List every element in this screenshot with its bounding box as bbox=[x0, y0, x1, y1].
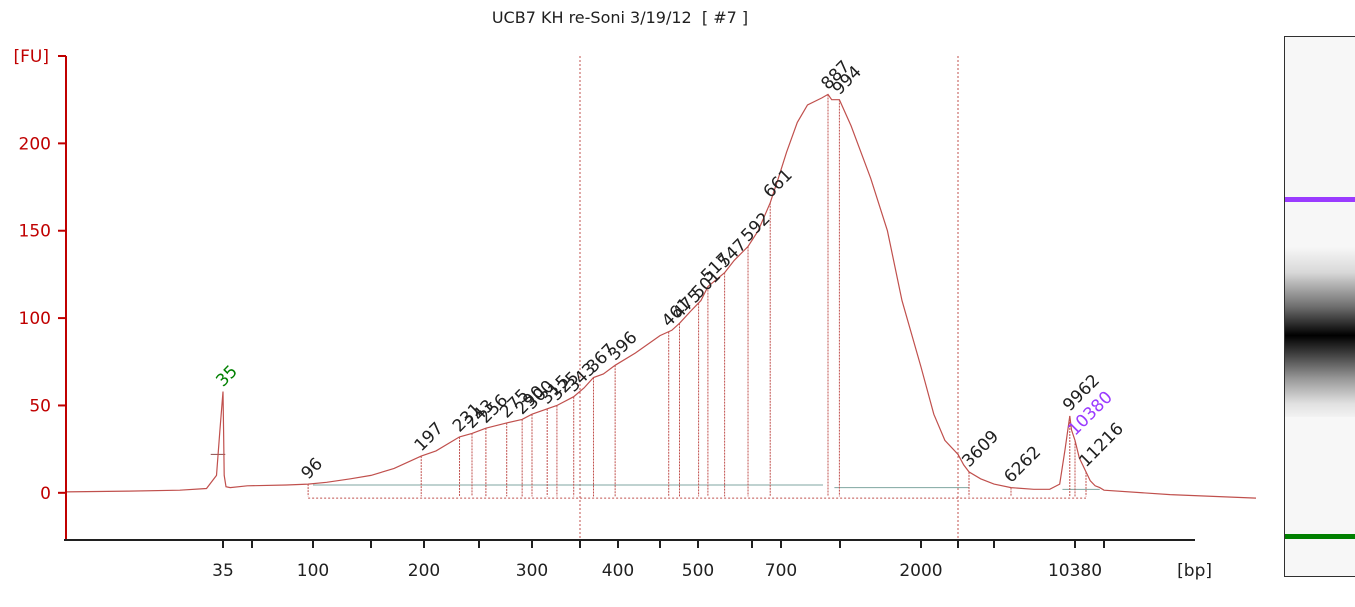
gel-upper-marker bbox=[1285, 197, 1355, 202]
region-markers bbox=[579, 56, 959, 540]
peak-label: 197 bbox=[411, 419, 448, 456]
gel-image-lane bbox=[1284, 36, 1355, 577]
y-tick-label: 50 bbox=[29, 396, 51, 416]
y-tick-label: 150 bbox=[19, 222, 51, 242]
y-tick-label: 100 bbox=[19, 309, 51, 329]
electropherogram-chart: [FU] 0 50 100 150 200 35 100 200 300 400 500 700 2000… bbox=[14, 47, 1257, 581]
y-tick-label: 200 bbox=[19, 134, 51, 154]
x-tick-label: 10380 bbox=[1048, 561, 1102, 581]
peak-label: 3609 bbox=[958, 427, 1003, 472]
x-tick-label: 100 bbox=[297, 561, 329, 581]
x-tick-label: 200 bbox=[408, 561, 440, 581]
gel-lower-marker bbox=[1285, 534, 1355, 539]
trace-layer bbox=[65, 93, 1257, 499]
x-tick-label: 300 bbox=[516, 561, 548, 581]
x-tick-label: 700 bbox=[765, 561, 797, 581]
peak-label: 592 bbox=[737, 209, 774, 246]
peak-label: 6262 bbox=[1000, 442, 1045, 487]
y-axis-label: [FU] bbox=[14, 47, 50, 67]
peak-label: 96 bbox=[298, 454, 327, 483]
x-tick-label: 400 bbox=[602, 561, 634, 581]
peak-label: 661 bbox=[760, 165, 797, 202]
peak-droplines bbox=[307, 94, 1087, 499]
chart-title: UCB7 KH re-Soni 3/19/12 [ #7 ] bbox=[491, 8, 749, 27]
x-tick-label: 500 bbox=[682, 561, 714, 581]
x-tick-label: 35 bbox=[212, 561, 234, 581]
peak-labels: 3596197231243256275290300315325343367396… bbox=[212, 57, 1127, 487]
axes-layer: [FU] 0 50 100 150 200 35 100 200 300 400 500 700 2000… bbox=[14, 47, 1213, 581]
x-axis-label: [bp] bbox=[1177, 561, 1212, 581]
electropherogram-trace bbox=[65, 93, 1257, 499]
y-tick-label: 0 bbox=[40, 484, 51, 504]
gel-smear-band bbox=[1285, 247, 1355, 417]
x-tick-label: 2000 bbox=[899, 561, 942, 581]
peak-label: 35 bbox=[212, 362, 241, 391]
